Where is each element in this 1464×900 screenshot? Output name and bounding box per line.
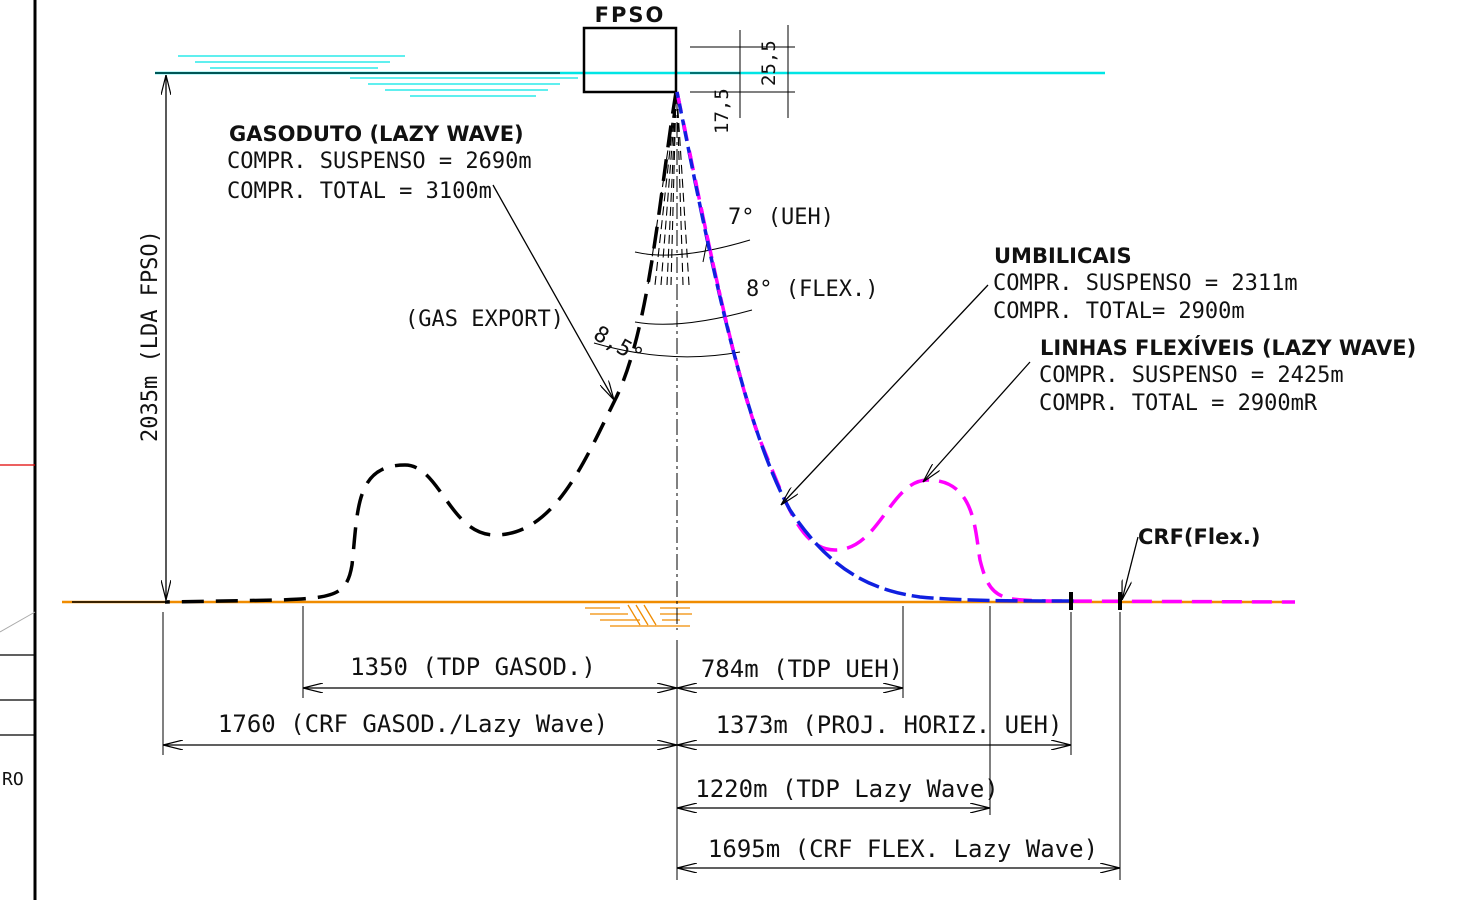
edge-text: RO [2, 769, 24, 790]
gas-title: GASODUTO (LAZY WAVE) [229, 122, 524, 146]
umbilical-title: UMBILICAIS [994, 244, 1132, 268]
angle-ueh: 7° (UEH) [728, 205, 834, 230]
dim-784: 784m (TDP UEH) [701, 655, 903, 683]
flexible-title: LINHAS FLEXÍVEIS (LAZY WAVE) [1040, 335, 1416, 360]
flexible-suspended: COMPR. SUSPENSO = 2425m [1039, 363, 1344, 388]
crf-flex-label: CRF(Flex.) [1138, 525, 1260, 549]
dim-17-5: 17,5 [711, 88, 733, 134]
annotations: GASODUTO (LAZY WAVE) COMPR. SUSPENSO = 2… [227, 122, 1416, 549]
seabed [62, 602, 1295, 626]
dim-1695: 1695m (CRF FLEX. Lazy Wave) [708, 835, 1098, 863]
dim-25-5: 25,5 [758, 40, 780, 86]
vessel-dimensions: 25,5 17,5 [690, 25, 795, 134]
gas-total: COMPR. TOTAL = 3100m [227, 179, 492, 204]
umbilical-suspended: COMPR. SUSPENSO = 2311m [993, 271, 1298, 296]
fpso-label: FPSO [595, 3, 666, 27]
flexible-total: COMPR. TOTAL = 2900mR [1039, 391, 1318, 416]
dim-1220: 1220m (TDP Lazy Wave) [695, 775, 998, 803]
drawing-frame: RO [0, 0, 35, 900]
dim-1373: 1373m (PROJ. HORIZ. UEH) [716, 711, 1063, 739]
dim-1350: 1350 (TDP GASOD.) [350, 653, 596, 681]
dim-1760: 1760 (CRF GASOD./Lazy Wave) [218, 710, 608, 738]
gas-suspended: COMPR. SUSPENSO = 2690m [227, 149, 532, 174]
depth-label: 2035m (LDA FPSO) [138, 230, 163, 442]
sea-surface [155, 56, 1105, 96]
gas-export-label: (GAS EXPORT) [405, 307, 564, 332]
umbilical-total: COMPR. TOTAL= 2900m [993, 299, 1245, 324]
fpso-vessel: FPSO [584, 3, 676, 92]
horizontal-dimensions: 1350 (TDP GASOD.) 1760 (CRF GASOD./Lazy … [163, 606, 1120, 880]
water-depth-dimension: 2035m (LDA FPSO) [138, 75, 166, 600]
angle-flex: 8° (FLEX.) [746, 277, 878, 302]
